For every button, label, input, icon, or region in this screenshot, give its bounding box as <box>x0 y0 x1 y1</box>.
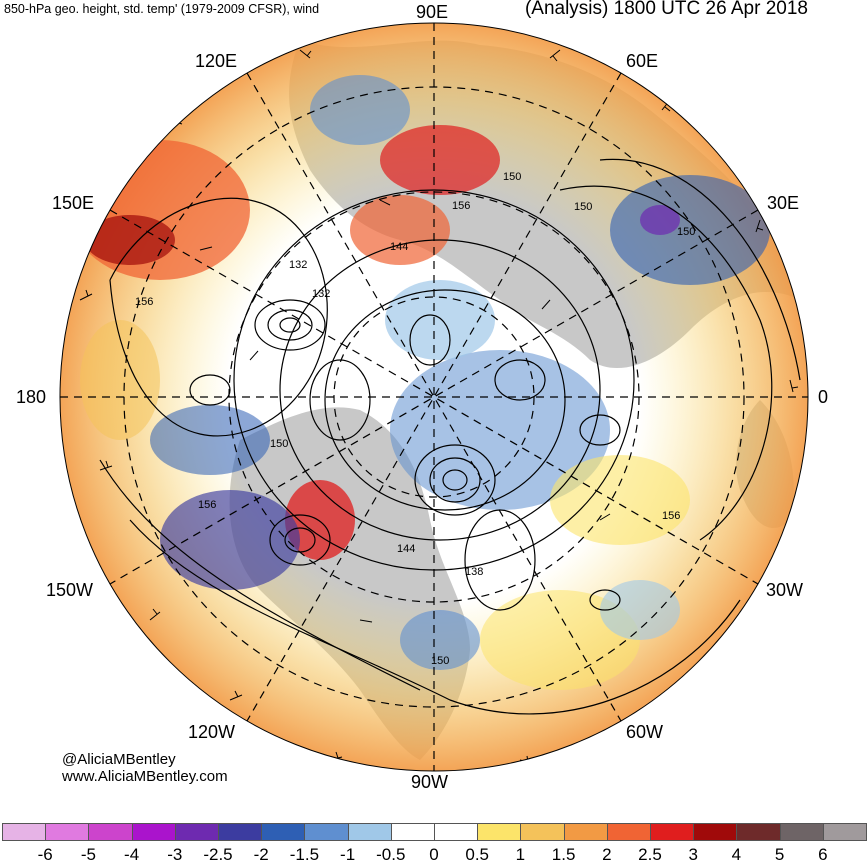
contour-label: 138 <box>465 566 483 578</box>
colorbar-swatch <box>563 823 608 841</box>
colorbar-tick-label: -3 <box>167 845 183 864</box>
colorbar-tick-label: 0.5 <box>465 845 489 864</box>
colorbar-swatch <box>779 823 824 841</box>
colorbar-tick-label: 1 <box>515 845 526 864</box>
colorbar-swatch <box>304 823 349 841</box>
credit-handle: @AliciaMBentley <box>62 751 176 768</box>
header-title-right: (Analysis) 1800 UTC 26 Apr 2018 <box>524 0 808 19</box>
colorbar-tick-label: -5 <box>80 845 96 864</box>
contour-label: 150 <box>431 655 449 667</box>
colorbar-tick-label: -4 <box>124 845 140 864</box>
colorbar-swatch <box>390 823 435 841</box>
colorbar-swatch <box>693 823 738 841</box>
colorbar-tick-label: 3 <box>688 845 698 864</box>
contour-label: 156 <box>198 499 216 511</box>
colorbar-tick-label: 1.5 <box>551 845 576 864</box>
lon-label-60w: 60W <box>626 722 664 742</box>
colorbar-tick-label: -6 <box>37 845 53 864</box>
colorbar-tick-label: -1 <box>340 845 356 864</box>
lon-label-150e: 150E <box>52 193 95 213</box>
contour-label: 132 <box>312 288 330 300</box>
colorbar: -6 -5 -4 -3 -2.5 -2 -1.5 -1 -0.5 0 0.5 1 1.5 2 2.5 3 4 5 6 <box>0 823 868 865</box>
contour-labels: 150 156 150 150 144 132 132 156 150 156 … <box>135 171 695 667</box>
lon-label-90w: 90W <box>411 772 449 792</box>
contour-label: 156 <box>135 296 153 308</box>
colorbar-swatch <box>218 823 263 841</box>
colorbar-swatch <box>88 823 133 841</box>
contour-label: 150 <box>270 438 288 450</box>
colorbar-swatch <box>606 823 651 841</box>
credits: @AliciaMBentley www.AliciaMBentley.com <box>62 751 228 785</box>
height-contours <box>99 158 801 715</box>
lon-label-180: 180 <box>16 387 47 407</box>
colorbar-swatch <box>45 823 90 841</box>
map-disc <box>60 23 808 771</box>
lon-label-30e: 30E <box>767 193 800 213</box>
colorbar-swatch <box>347 823 392 841</box>
colorbar-swatch <box>2 823 47 841</box>
colorbar-swatch <box>174 823 219 841</box>
colorbar-tick-label: 0 <box>429 845 439 864</box>
lon-label-60e: 60E <box>626 51 659 71</box>
colorbar-swatch <box>822 823 867 841</box>
colorbar-tick-label: 5 <box>774 845 785 864</box>
colorbar-tick-label: 2.5 <box>638 845 662 864</box>
colorbar-tick-label: 2 <box>602 845 612 864</box>
polar-map: 150 156 150 150 144 132 132 156 150 156 … <box>59 22 809 772</box>
colorbar-tick-label: 6 <box>818 845 828 864</box>
colorbar-swatch <box>520 823 565 841</box>
contour-label: 150 <box>503 171 521 183</box>
anomaly-shading <box>60 23 808 771</box>
lon-label-120w: 120W <box>188 722 236 742</box>
credit-website: www.AliciaMBentley.com <box>62 768 228 785</box>
colorbar-tick-label: -0.5 <box>376 845 406 864</box>
lon-label-120e: 120E <box>195 51 238 71</box>
contour-label: 144 <box>390 241 408 253</box>
lon-label-150w: 150W <box>46 580 94 600</box>
colorbar-tick-label: -2 <box>253 845 269 864</box>
colorbar-swatch <box>736 823 781 841</box>
colorbar-swatch <box>650 823 695 841</box>
colorbar-tick-label: -2.5 <box>203 845 233 864</box>
colorbar-swatch <box>131 823 176 841</box>
contour-label: 132 <box>289 259 307 271</box>
contour-label: 156 <box>452 200 470 212</box>
colorbar-swatch <box>434 823 479 841</box>
colorbar-tick-label: 4 <box>731 845 742 864</box>
map-boundary <box>59 22 809 772</box>
colorbar-swatch <box>477 823 522 841</box>
contour-label: 156 <box>662 510 680 522</box>
lon-label-90e: 90E <box>416 2 449 22</box>
contour-label: 150 <box>574 201 592 213</box>
colorbar-tick-label: -1.5 <box>289 845 320 864</box>
lon-label-0: 0 <box>818 387 829 407</box>
lon-label-30w: 30W <box>766 580 804 600</box>
contour-label: 144 <box>397 543 415 555</box>
contour-label: 150 <box>677 226 695 238</box>
header-title-left: 850-hPa geo. height, std. temp' (1979-20… <box>4 2 320 16</box>
colorbar-swatch <box>261 823 306 841</box>
graticule <box>60 23 808 771</box>
